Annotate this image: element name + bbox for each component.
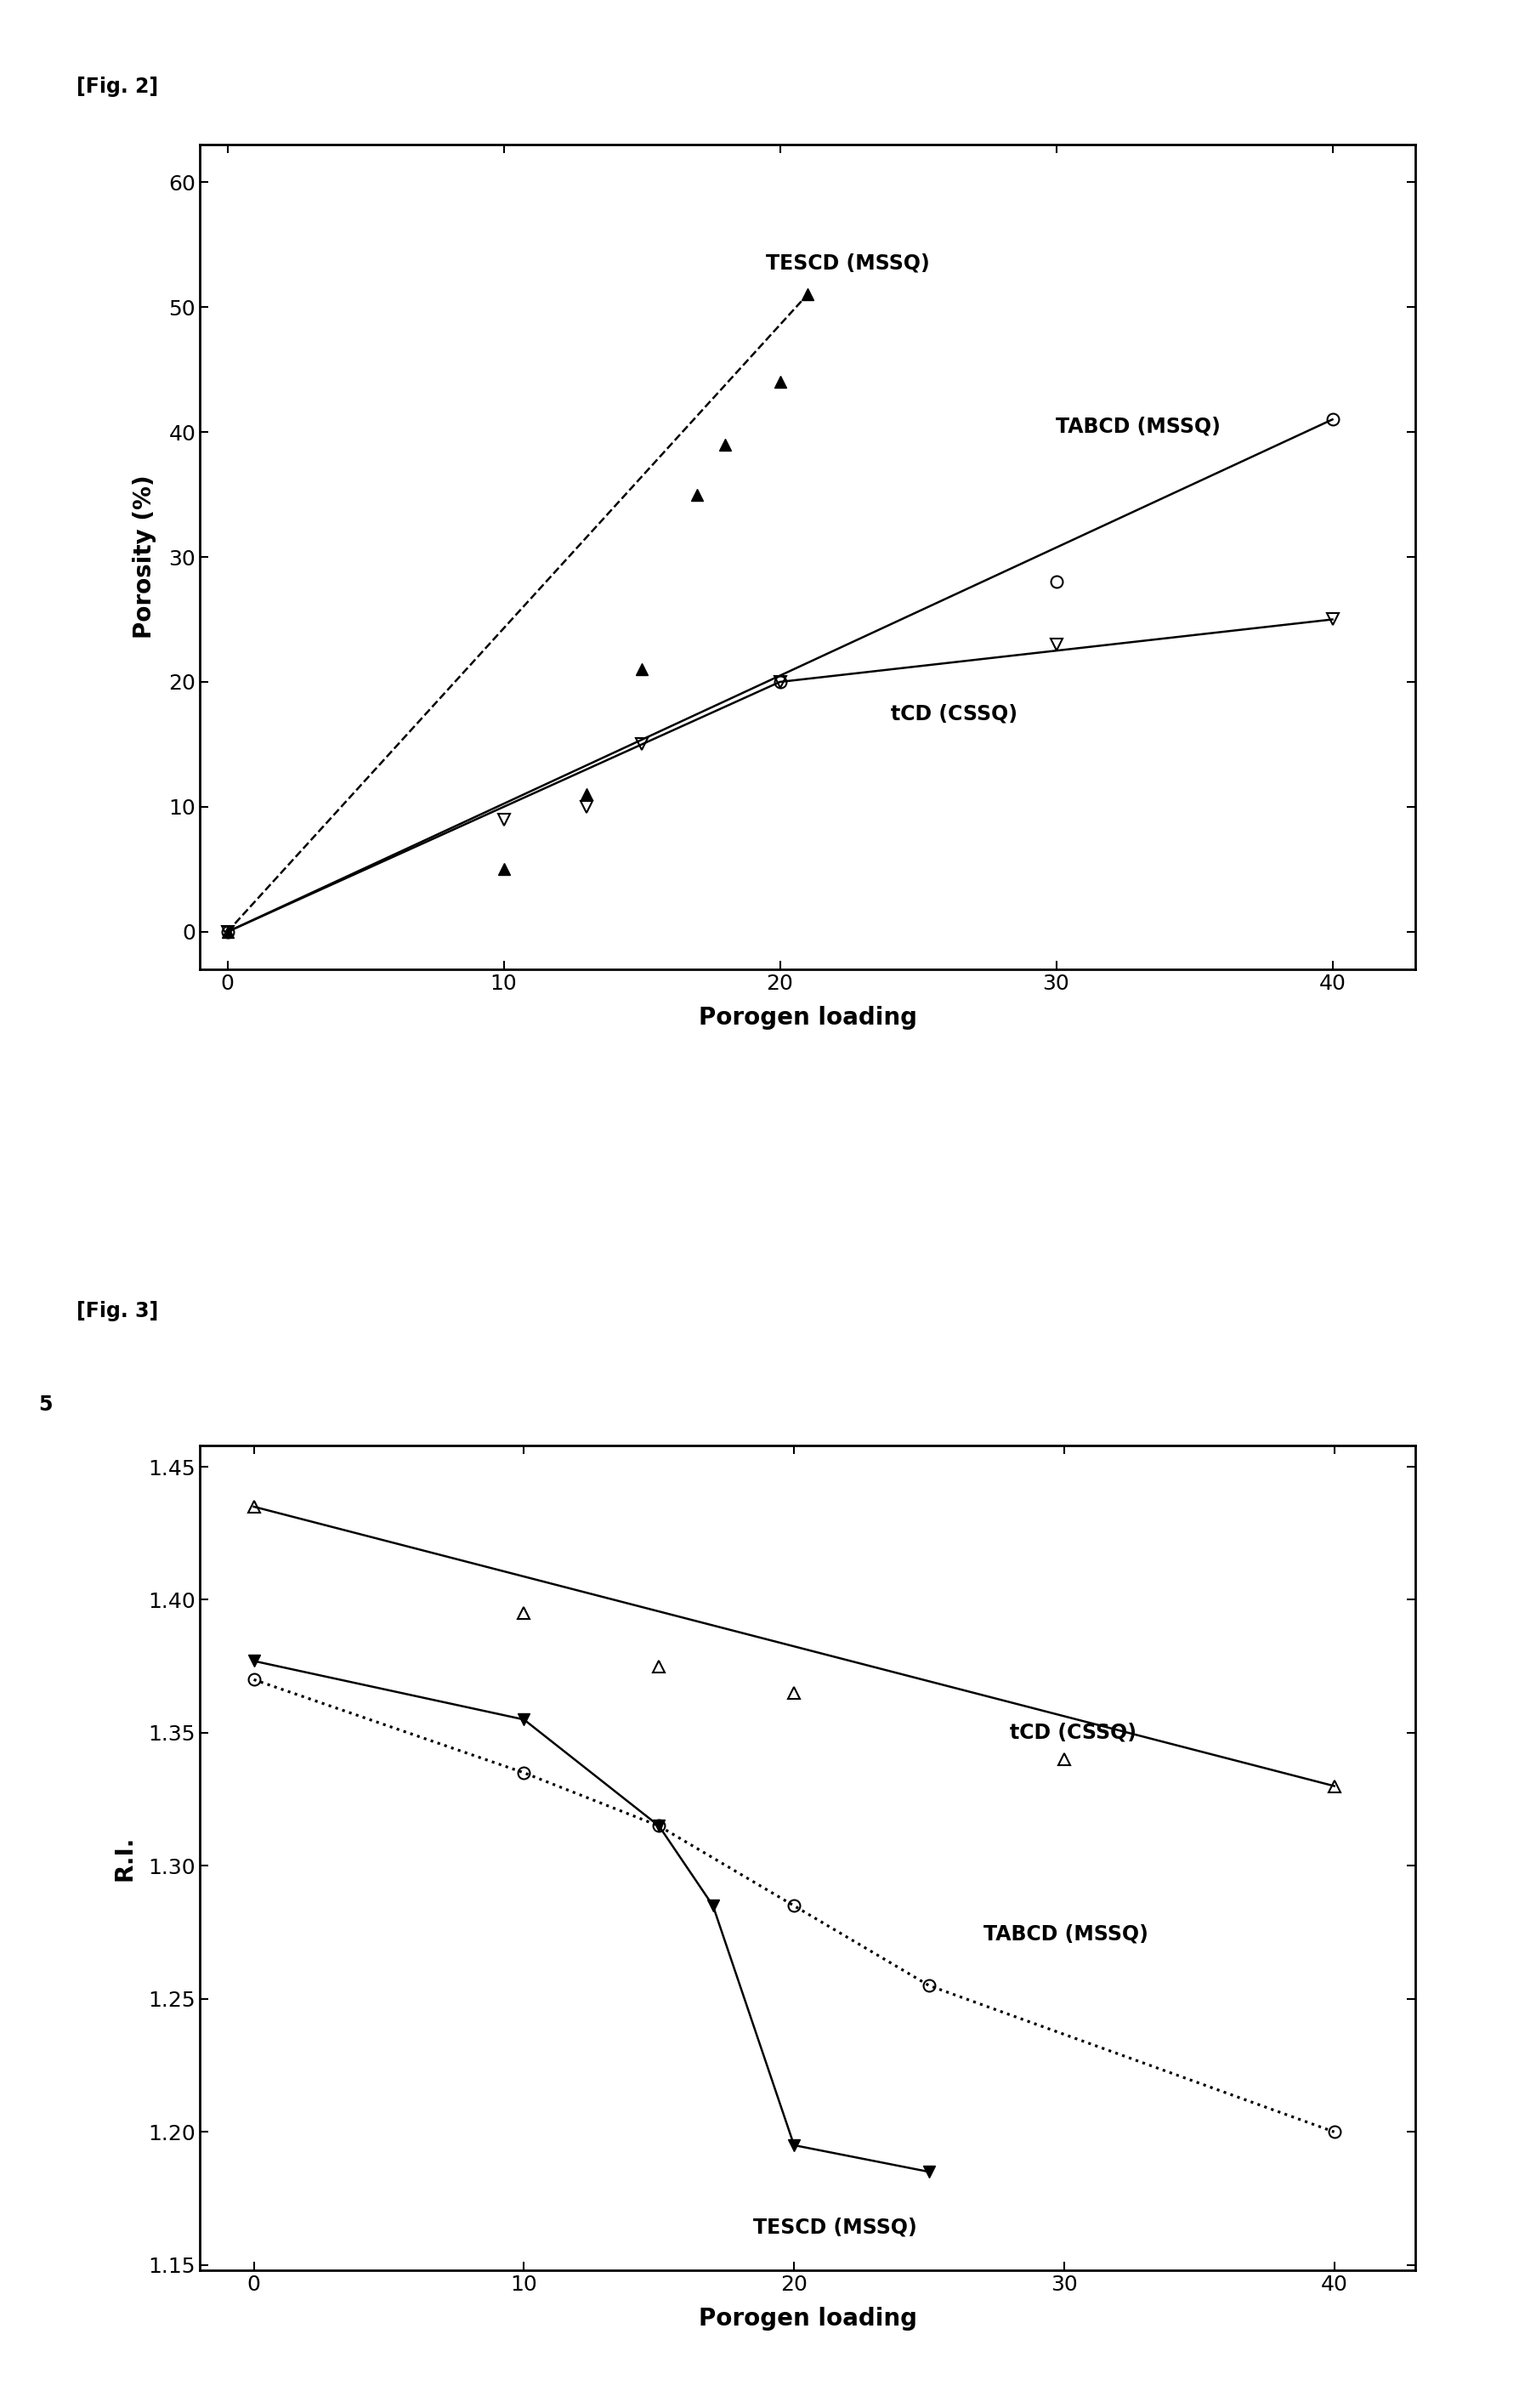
Text: 5: 5 (38, 1394, 52, 1416)
Text: tCD (CSSQ): tCD (CSSQ) (890, 703, 1018, 725)
Y-axis label: Porosity (%): Porosity (%) (134, 474, 156, 638)
Text: TESCD (MSSQ): TESCD (MSSQ) (753, 2218, 917, 2237)
X-axis label: Porogen loading: Porogen loading (699, 2307, 917, 2331)
Text: [Fig. 2]: [Fig. 2] (76, 77, 158, 96)
Text: TESCD (MSSQ): TESCD (MSSQ) (766, 253, 930, 275)
X-axis label: Porogen loading: Porogen loading (699, 1007, 917, 1031)
Text: TABCD (MSSQ): TABCD (MSSQ) (983, 1924, 1148, 1946)
Text: TABCD (MSSQ): TABCD (MSSQ) (1056, 417, 1221, 436)
Text: [Fig. 3]: [Fig. 3] (76, 1300, 158, 1322)
Y-axis label: R.I.: R.I. (112, 1835, 137, 1881)
Text: tCD (CSSQ): tCD (CSSQ) (1010, 1722, 1136, 1743)
